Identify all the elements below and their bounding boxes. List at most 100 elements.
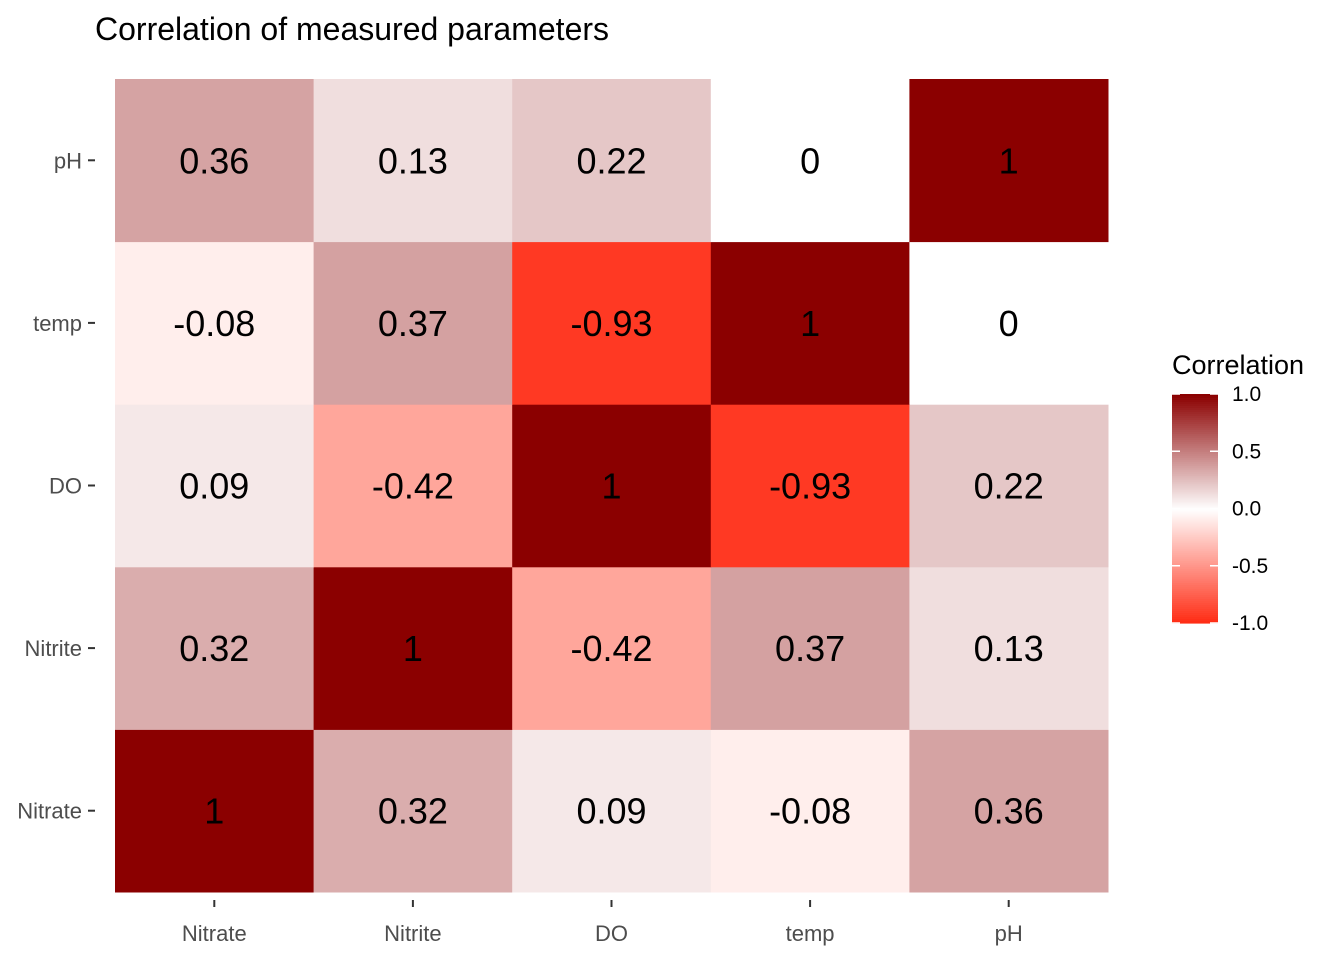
heatmap-value-labels: 1 0.32 0.09 -0.08 0.36 0.32 1 -0.42 0.37 0.13 0.09…: [173, 140, 1043, 831]
legend-color-step: [1172, 445, 1218, 449]
legend-color-step: [1172, 531, 1218, 534]
legend-color-step: [1172, 475, 1218, 479]
y-tick-label: pH: [54, 148, 82, 173]
legend-color-step: [1172, 517, 1218, 521]
legend-color-step: [1172, 397, 1218, 401]
cell-value-label: 0.32: [378, 791, 448, 832]
cell-value-label: 0.09: [179, 466, 249, 507]
cell-value-label: 1: [204, 791, 224, 832]
y-tick-label: temp: [33, 311, 82, 336]
legend-color-step: [1172, 419, 1218, 423]
legend-color-step: [1172, 505, 1218, 509]
y-axis: Nitrate Nitrite DO temp pH: [17, 148, 95, 824]
legend-color-step: [1172, 441, 1218, 445]
legend-color-step: [1172, 563, 1218, 566]
legend-color-step: [1172, 495, 1218, 499]
heatmap-cell: [313, 566, 513, 730]
heatmap-cell: [313, 79, 513, 243]
legend-color-step: [1172, 601, 1218, 604]
legend-color-step: [1172, 394, 1218, 397]
cell-value-label: 0.37: [378, 303, 448, 344]
legend-color-step: [1172, 599, 1218, 602]
legend-color-step: [1172, 573, 1218, 576]
legend-color-step: [1172, 447, 1218, 451]
legend-color-step: [1172, 577, 1218, 580]
legend-tick-label: 1.0: [1232, 383, 1261, 406]
legend-ticks: 1.0 0.5 0.0 -0.5 -1.0: [1172, 383, 1268, 635]
legend-color-step: [1172, 595, 1218, 598]
legend-color-step: [1172, 585, 1218, 588]
legend-color-step: [1172, 401, 1218, 405]
legend-color-step: [1172, 569, 1218, 572]
legend-color-step: [1172, 417, 1218, 421]
heatmap-cell: [115, 404, 315, 568]
legend-color-step: [1172, 499, 1218, 503]
heatmap-cell: [115, 79, 315, 243]
heatmap-cell: [512, 566, 712, 730]
legend-color-step: [1172, 413, 1218, 417]
cell-value-label: 1: [800, 303, 820, 344]
cell-value-label: 0.09: [576, 791, 646, 832]
legend-color-step: [1172, 429, 1218, 433]
legend-color-step: [1172, 605, 1218, 608]
x-tick-label: Nitrite: [384, 921, 441, 946]
legend-color-step: [1172, 453, 1218, 457]
cell-value-label: -0.08: [769, 791, 851, 832]
legend-color-step: [1172, 491, 1218, 495]
x-tick-label: pH: [995, 921, 1023, 946]
legend-color-step: [1172, 583, 1218, 586]
heatmap-cell: [710, 404, 910, 568]
legend-color-step: [1172, 561, 1218, 564]
color-legend: Correlation 1.0 0.5 0.0 -0.5 -1.0: [1172, 350, 1304, 635]
cell-value-label: -0.08: [173, 303, 255, 344]
heatmap-cell: [512, 241, 712, 405]
cell-value-label: 0.13: [974, 628, 1044, 669]
legend-color-step: [1172, 489, 1218, 493]
legend-color-step: [1172, 555, 1218, 558]
x-tick-label: temp: [786, 921, 835, 946]
legend-color-step: [1172, 515, 1218, 519]
heatmap-cell: [115, 566, 315, 730]
legend-color-step: [1172, 487, 1218, 491]
legend-color-step: [1172, 511, 1218, 515]
legend-color-step: [1172, 399, 1218, 403]
cell-value-label: -0.42: [570, 628, 652, 669]
legend-color-step: [1172, 439, 1218, 443]
legend-color-step: [1172, 567, 1218, 570]
legend-color-step: [1172, 557, 1218, 560]
heatmap-cells: [115, 79, 1109, 893]
legend-color-step: [1172, 507, 1218, 511]
heatmap-cell: [909, 729, 1109, 893]
legend-color-step: [1172, 539, 1218, 542]
cell-value-label: -0.93: [769, 466, 851, 507]
heatmap-cell: [115, 241, 315, 405]
legend-color-step: [1172, 597, 1218, 600]
legend-color-step: [1172, 591, 1218, 594]
legend-color-step: [1172, 435, 1218, 439]
legend-color-step: [1172, 427, 1218, 431]
legend-color-step: [1172, 451, 1218, 455]
legend-color-step: [1172, 469, 1218, 473]
legend-color-step: [1172, 613, 1218, 616]
legend-color-step: [1172, 551, 1218, 554]
legend-color-step: [1172, 403, 1218, 407]
legend-tick-label: -0.5: [1232, 555, 1268, 578]
legend-color-step: [1172, 527, 1218, 531]
legend-color-step: [1172, 581, 1218, 584]
legend-color-step: [1172, 537, 1218, 540]
heatmap-cell: [909, 241, 1109, 405]
legend-color-step: [1172, 423, 1218, 427]
legend-color-step: [1172, 593, 1218, 596]
legend-title: Correlation: [1172, 350, 1304, 380]
legend-tick-label: 0.5: [1232, 440, 1261, 463]
heatmap-cell: [710, 241, 910, 405]
heatmap-cell: [512, 404, 712, 568]
cell-value-label: 0.36: [974, 791, 1044, 832]
legend-color-step: [1172, 503, 1218, 507]
legend-color-step: [1172, 407, 1218, 411]
heatmap-cell: [710, 566, 910, 730]
legend-color-step: [1172, 621, 1218, 624]
y-tick-label: DO: [49, 474, 82, 499]
legend-color-step: [1172, 541, 1218, 544]
legend-color-step: [1172, 481, 1218, 485]
